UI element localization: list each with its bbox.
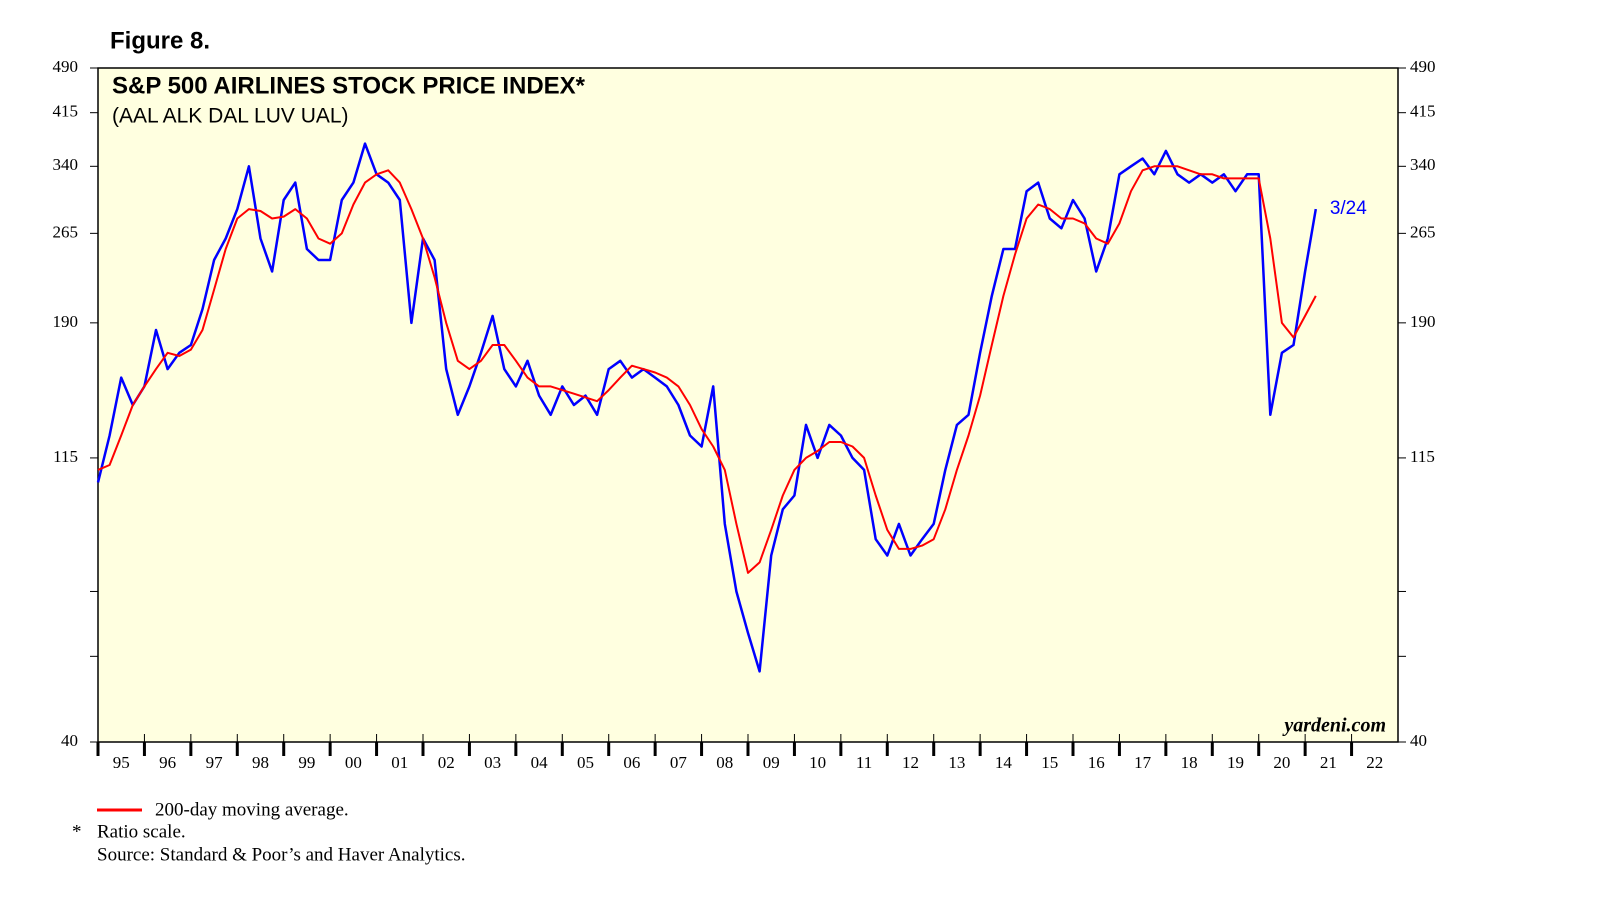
series-line (96, 142, 1318, 673)
y-tick-label: 190 (53, 312, 79, 331)
x-tick-label: 01 (391, 753, 408, 772)
y2-tick-label: 265 (1410, 222, 1436, 241)
x-tick-label: 22 (1366, 753, 1383, 772)
plot-area (90, 67, 1406, 756)
x-tick-label: 16 (1088, 753, 1105, 772)
x-tick-label: 96 (159, 753, 176, 772)
x-tick-label: 14 (995, 753, 1013, 772)
x-tick-label: 95 (113, 753, 130, 772)
annotation: 3/24 (1330, 198, 1367, 219)
x-tick-label: 12 (902, 753, 919, 772)
x-tick-label: 08 (716, 753, 733, 772)
x-tick-label: 18 (1181, 753, 1198, 772)
y2-tick-label: 415 (1410, 102, 1436, 121)
y2-tick-label: 490 (1410, 57, 1436, 76)
x-tick-label: 03 (484, 753, 501, 772)
watermark: yardeni.com (1282, 715, 1386, 737)
plot-background (97, 67, 1399, 743)
x-tick-label: 21 (1320, 753, 1337, 772)
x-tick-label: 02 (438, 753, 455, 772)
x-tick-label: 99 (298, 753, 315, 772)
y-tick-label: 115 (53, 447, 78, 466)
x-tick-label: 05 (577, 753, 594, 772)
source: Source: Standard & Poor’s and Haver Anal… (97, 844, 466, 865)
x-tick-label: 11 (856, 753, 872, 772)
figure-label: Figure 8. (110, 27, 210, 54)
x-tick-label: 15 (1041, 753, 1058, 772)
y-tick-label: 340 (53, 155, 79, 174)
x-tick-label: 00 (345, 753, 362, 772)
y2-tick-label: 340 (1410, 155, 1436, 174)
chart-subtitle: (AAL ALK DAL LUV UAL) (112, 105, 349, 128)
x-tick-label: 13 (948, 753, 965, 772)
footnote-marker: * (72, 821, 82, 842)
series-line (97, 165, 1317, 574)
y2-tick-label: 190 (1410, 312, 1436, 331)
x-tick-label: 09 (763, 753, 780, 772)
y2-tick-label: 40 (1410, 731, 1427, 750)
x-tick-label: 10 (809, 753, 826, 772)
x-tick-label: 17 (1134, 753, 1152, 772)
y-tick-label: 40 (61, 731, 78, 750)
footnote: Ratio scale. (97, 821, 186, 842)
x-tick-label: 04 (531, 753, 549, 772)
x-tick-label: 20 (1273, 753, 1290, 772)
x-tick-label: 06 (623, 753, 640, 772)
chart-title: S&P 500 AIRLINES STOCK PRICE INDEX* (112, 72, 586, 99)
y-tick-label: 265 (53, 222, 79, 241)
x-tick-label: 19 (1227, 753, 1244, 772)
y2-tick-label: 115 (1410, 447, 1435, 466)
legend-label: 200-day moving average. (155, 799, 349, 820)
x-tick-label: 07 (670, 753, 688, 772)
y-tick-label: 490 (53, 57, 79, 76)
x-tick-label: 98 (252, 753, 269, 772)
x-tick-label: 97 (206, 753, 224, 772)
y-tick-label: 415 (53, 102, 79, 121)
